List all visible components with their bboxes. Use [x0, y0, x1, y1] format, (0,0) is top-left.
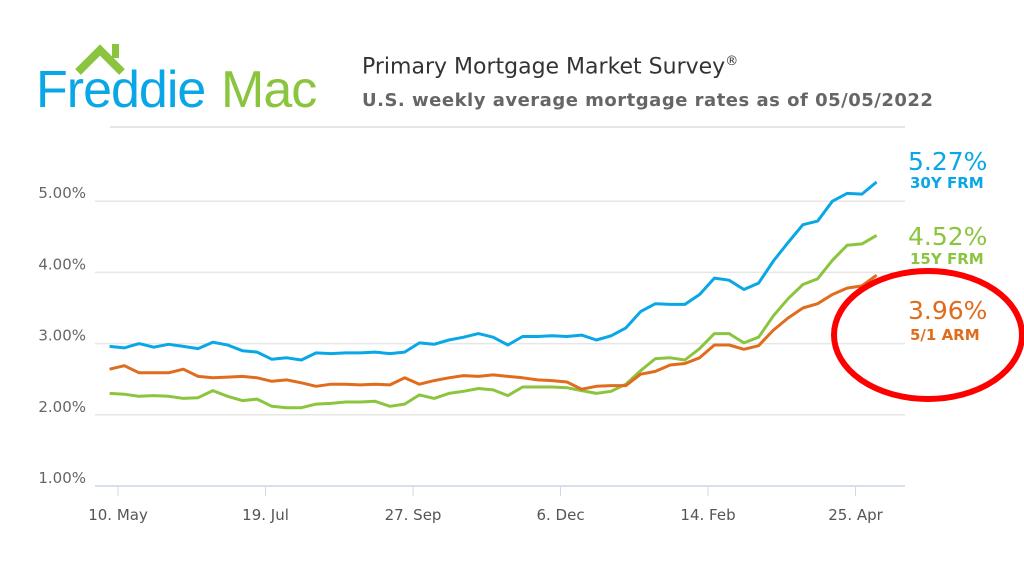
series-line-5-1-arm	[109, 273, 878, 391]
series-name-label: 15Y FRM	[910, 250, 984, 268]
y-tick-label: 4.00%	[38, 255, 86, 273]
y-tick-label: 3.00%	[38, 327, 86, 345]
series-last-value: 4.52%	[908, 222, 987, 251]
series-line-30y-frm	[109, 180, 878, 362]
x-tick-label: 25. Apr	[828, 506, 883, 524]
series-last-value: 5.27%	[908, 147, 987, 176]
title-text: Primary Mortgage Market Survey	[362, 54, 726, 80]
x-tick-label: 27. Sep	[385, 506, 442, 524]
series-name-label: 30Y FRM	[910, 174, 984, 192]
x-tick-label: 10. May	[88, 506, 148, 524]
series-line-15y-frm	[109, 234, 878, 410]
x-tick-label: 6. Dec	[536, 506, 584, 524]
chart-title: Primary Mortgage Market Survey®	[362, 54, 738, 79]
annotation-ellipse	[831, 268, 1024, 402]
house-roof-icon	[75, 44, 125, 75]
series-last-value: 3.96%	[908, 296, 987, 325]
x-tick-label: 19. Jul	[242, 506, 289, 524]
y-tick-label: 2.00%	[38, 398, 86, 416]
chart-subtitle: U.S. weekly average mortgage rates as of…	[362, 90, 934, 111]
series-name-label: 5/1 ARM	[910, 326, 980, 344]
x-tick-label: 14. Feb	[680, 506, 735, 524]
registered-mark: ®	[725, 54, 739, 69]
logo-text-mac: Mac	[221, 61, 317, 119]
logo-text-freddie: Freddie	[36, 61, 206, 119]
freddie-mac-logo: Freddie Mac	[36, 40, 336, 120]
y-tick-label: 5.00%	[38, 184, 86, 202]
y-tick-label: 1.00%	[38, 469, 86, 487]
